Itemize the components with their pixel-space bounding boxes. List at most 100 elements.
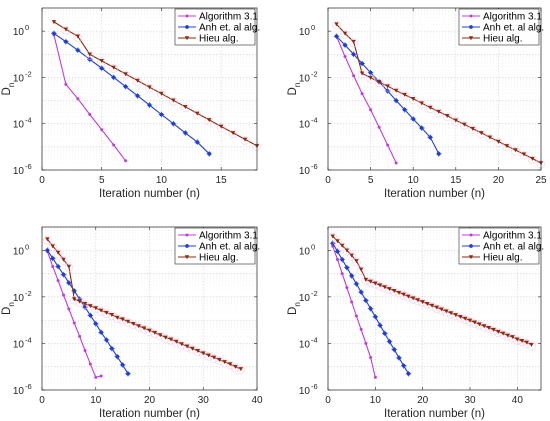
- data-point-star: [367, 305, 374, 312]
- data-point: [359, 71, 365, 76]
- data-point-halo: [347, 252, 356, 261]
- data-point: [472, 320, 477, 325]
- data-point: [335, 258, 339, 262]
- data-point: [335, 239, 340, 244]
- legend-marker: [468, 255, 474, 260]
- legend-marker: [468, 36, 474, 41]
- data-point: [524, 340, 529, 345]
- data-point: [211, 355, 217, 360]
- data-point: [513, 148, 518, 153]
- data-point: [344, 248, 350, 253]
- y-tick-label: 10: [13, 120, 25, 131]
- data-point: [376, 80, 382, 85]
- y-tick-label: 10: [299, 386, 311, 397]
- data-point-star: [427, 134, 434, 141]
- data-point: [67, 307, 71, 311]
- y-tick-exponent: 0: [25, 23, 29, 32]
- data-point-halo: [204, 116, 214, 126]
- data-point-star: [75, 47, 81, 54]
- data-point-star: [125, 370, 131, 377]
- data-point: [458, 314, 463, 319]
- y-tick-exponent: -6: [311, 382, 318, 391]
- data-point: [394, 161, 398, 165]
- y-axis-label-subscript: n: [6, 82, 16, 87]
- data-point: [55, 250, 61, 255]
- data-point-star: [350, 51, 357, 58]
- data-point: [368, 75, 373, 80]
- data-point: [233, 364, 238, 369]
- data-point: [50, 244, 55, 249]
- data-point-star: [60, 271, 67, 278]
- data-point: [87, 52, 92, 57]
- data-point: [406, 294, 411, 299]
- data-point: [505, 333, 511, 338]
- y-tick-exponent: 0: [311, 23, 315, 32]
- data-point-halo: [145, 83, 154, 93]
- y-tick-label: 10: [13, 73, 25, 84]
- legend-label: Algorithm 3.1: [483, 12, 542, 23]
- data-point: [72, 321, 76, 325]
- data-point-halo: [349, 38, 358, 47]
- legend-marker: [469, 244, 473, 248]
- y-tick-label: 10: [13, 246, 25, 257]
- y-axis-label: Dn: [1, 82, 16, 95]
- data-point: [123, 72, 128, 77]
- data-point-halo: [181, 103, 190, 113]
- data-point-halo: [133, 77, 142, 86]
- data-point-halo: [357, 70, 367, 79]
- data-point: [51, 265, 55, 269]
- data-point-star: [170, 120, 177, 127]
- legend-marker: [184, 36, 190, 41]
- data-point-star: [377, 322, 383, 329]
- data-point: [218, 124, 224, 129]
- data-point-star: [382, 330, 388, 337]
- data-point: [462, 122, 467, 127]
- data-point: [99, 59, 104, 64]
- data-point: [163, 335, 168, 340]
- data-point-star: [194, 139, 201, 145]
- data-point-star: [391, 346, 398, 353]
- data-point-halo: [216, 123, 226, 132]
- data-point: [104, 310, 109, 315]
- data-point: [94, 375, 98, 379]
- data-point: [340, 243, 345, 248]
- data-point-halo: [332, 20, 341, 30]
- y-axis-label-subscript: n: [292, 302, 302, 307]
- x-tick-label: 20: [493, 175, 505, 186]
- legend-label: Anh et. al alg.: [199, 23, 260, 34]
- data-point: [63, 27, 69, 32]
- data-point: [83, 348, 87, 352]
- data-point-halo: [400, 91, 409, 100]
- y-axis-label-main: D: [287, 87, 299, 95]
- data-point: [64, 82, 68, 86]
- data-point-halo: [408, 95, 418, 105]
- data-point: [467, 318, 473, 323]
- data-point: [515, 337, 520, 342]
- legend-label: Algorithm 3.1: [199, 231, 258, 242]
- data-point: [496, 139, 501, 144]
- x-tick-label: 10: [90, 395, 102, 406]
- data-point-halo: [519, 150, 529, 160]
- y-axis-label-subscript: n: [292, 82, 302, 87]
- data-point-star: [103, 337, 110, 343]
- data-point: [195, 111, 200, 116]
- data-point: [343, 55, 347, 59]
- data-point: [207, 118, 212, 123]
- data-point: [62, 293, 65, 297]
- legend-label: Anh et. al alg.: [199, 242, 260, 253]
- x-axis-label: Iteration number (n): [384, 408, 485, 420]
- data-point-star: [109, 345, 115, 352]
- data-point: [109, 312, 115, 317]
- data-point-star: [410, 116, 416, 122]
- data-point: [373, 375, 377, 379]
- legend-marker: [185, 244, 189, 248]
- data-point: [486, 325, 492, 330]
- y-tick-exponent: 0: [311, 242, 315, 251]
- y-tick-label: 10: [13, 293, 25, 304]
- data-point-halo: [342, 246, 352, 256]
- data-point-halo: [485, 133, 495, 143]
- y-tick-exponent: -2: [25, 69, 32, 78]
